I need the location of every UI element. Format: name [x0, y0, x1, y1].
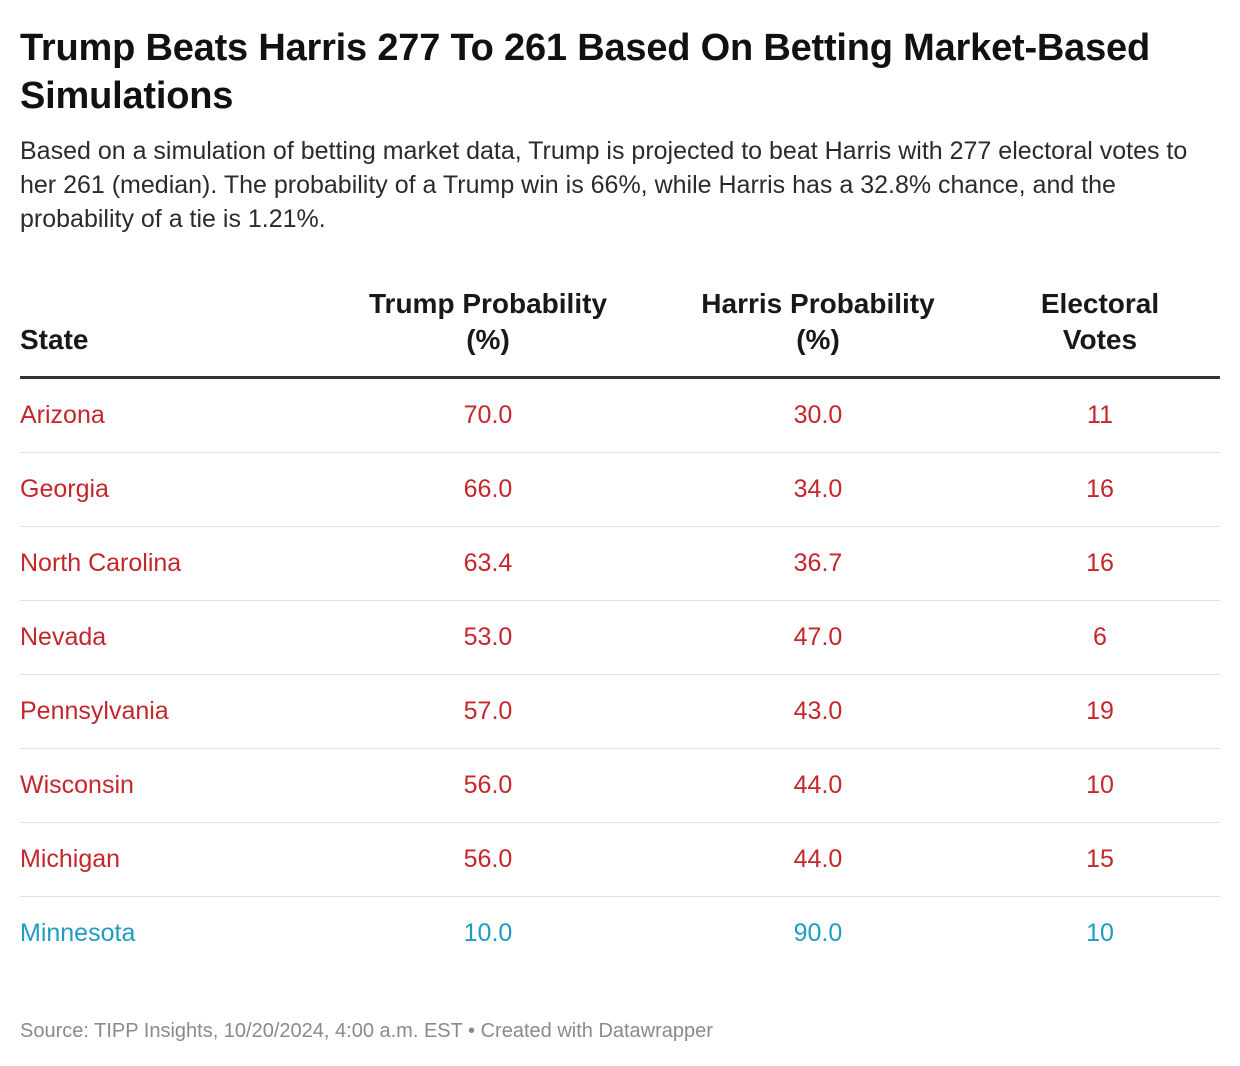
table-row: North Carolina 63.4 36.7 16 — [20, 526, 1220, 601]
column-header-trump-probability-text: Trump Probability (%) — [368, 288, 608, 355]
cell-trump-probability: 10.0 — [463, 919, 513, 947]
chart-title: Trump Beats Harris 277 To 261 Based On B… — [20, 27, 1150, 117]
cell-harris-probability: 90.0 — [793, 919, 843, 947]
cell-electoral-votes: 16 — [980, 452, 1220, 527]
cell-electoral-votes: 10 — [1086, 919, 1114, 947]
column-header-harris-probability-text: Harris Probability (%) — [701, 288, 935, 355]
table-row: Nevada 53.0 47.0 6 — [20, 600, 1220, 675]
table-row: Pennsylvania 57.0 43.0 19 — [20, 674, 1220, 749]
column-header-trump-probability[interactable]: Trump Probability (%) — [320, 286, 656, 379]
cell-harris-probability: 44.0 — [656, 822, 980, 897]
table-row: Michigan 56.0 44.0 15 — [20, 822, 1220, 897]
cell-harris-probability: 43.0 — [656, 674, 980, 749]
table-row: Wisconsin 56.0 44.0 10 — [20, 748, 1220, 823]
source-note: Source: TIPP Insights, 10/20/2024, 4:00 … — [20, 1020, 713, 1042]
results-table: State Trump Probability (%) Harris Proba… — [20, 286, 1220, 970]
column-header-electoral-votes-text: Electoral Votes — [1040, 288, 1160, 355]
cell-trump-probability: 56.0 — [320, 822, 656, 897]
cell-trump-probability: 70.0 — [320, 377, 656, 453]
cell-state: Wisconsin — [20, 748, 320, 823]
table-row: Georgia 66.0 34.0 16 — [20, 452, 1220, 527]
chart-container: Trump Beats Harris 277 To 261 Based On B… — [20, 0, 1220, 1042]
cell-electoral-votes: 16 — [980, 526, 1220, 601]
cell-state: Michigan — [20, 822, 320, 897]
cell-state: Pennsylvania — [20, 674, 320, 749]
cell-electoral-votes: 6 — [980, 600, 1220, 675]
cell-harris-probability: 30.0 — [656, 377, 980, 453]
cell-state: North Carolina — [20, 526, 320, 601]
column-header-state[interactable]: State — [20, 286, 320, 379]
table-row: Arizona 70.0 30.0 11 — [20, 377, 1220, 453]
column-header-harris-probability[interactable]: Harris Probability (%) — [656, 286, 980, 379]
column-header-electoral-votes[interactable]: Electoral Votes — [980, 286, 1220, 379]
cell-harris-probability: 44.0 — [656, 748, 980, 823]
table-row: Minnesota 10.0 90.0 10 — [20, 897, 1220, 971]
cell-trump-probability: 66.0 — [320, 452, 656, 527]
table-body: Arizona 70.0 30.0 11 Georgia 66.0 34.0 16 North … — [20, 377, 1220, 971]
cell-state: Georgia — [20, 452, 320, 527]
cell-state: Arizona — [20, 377, 320, 453]
cell-state: Nevada — [20, 600, 320, 675]
cell-trump-probability: 57.0 — [320, 674, 656, 749]
cell-trump-probability: 56.0 — [320, 748, 656, 823]
cell-state: Minnesota — [20, 919, 136, 947]
chart-subtitle: Based on a simulation of betting market … — [20, 137, 1188, 233]
cell-trump-probability: 53.0 — [320, 600, 656, 675]
cell-harris-probability: 47.0 — [656, 600, 980, 675]
cell-electoral-votes: 19 — [980, 674, 1220, 749]
cell-harris-probability: 36.7 — [656, 526, 980, 601]
table-header-row: State Trump Probability (%) Harris Proba… — [20, 286, 1220, 379]
cell-electoral-votes: 15 — [980, 822, 1220, 897]
cell-harris-probability: 34.0 — [656, 452, 980, 527]
cell-trump-probability: 63.4 — [320, 526, 656, 601]
cell-electoral-votes: 10 — [980, 748, 1220, 823]
cell-electoral-votes: 11 — [980, 377, 1220, 453]
